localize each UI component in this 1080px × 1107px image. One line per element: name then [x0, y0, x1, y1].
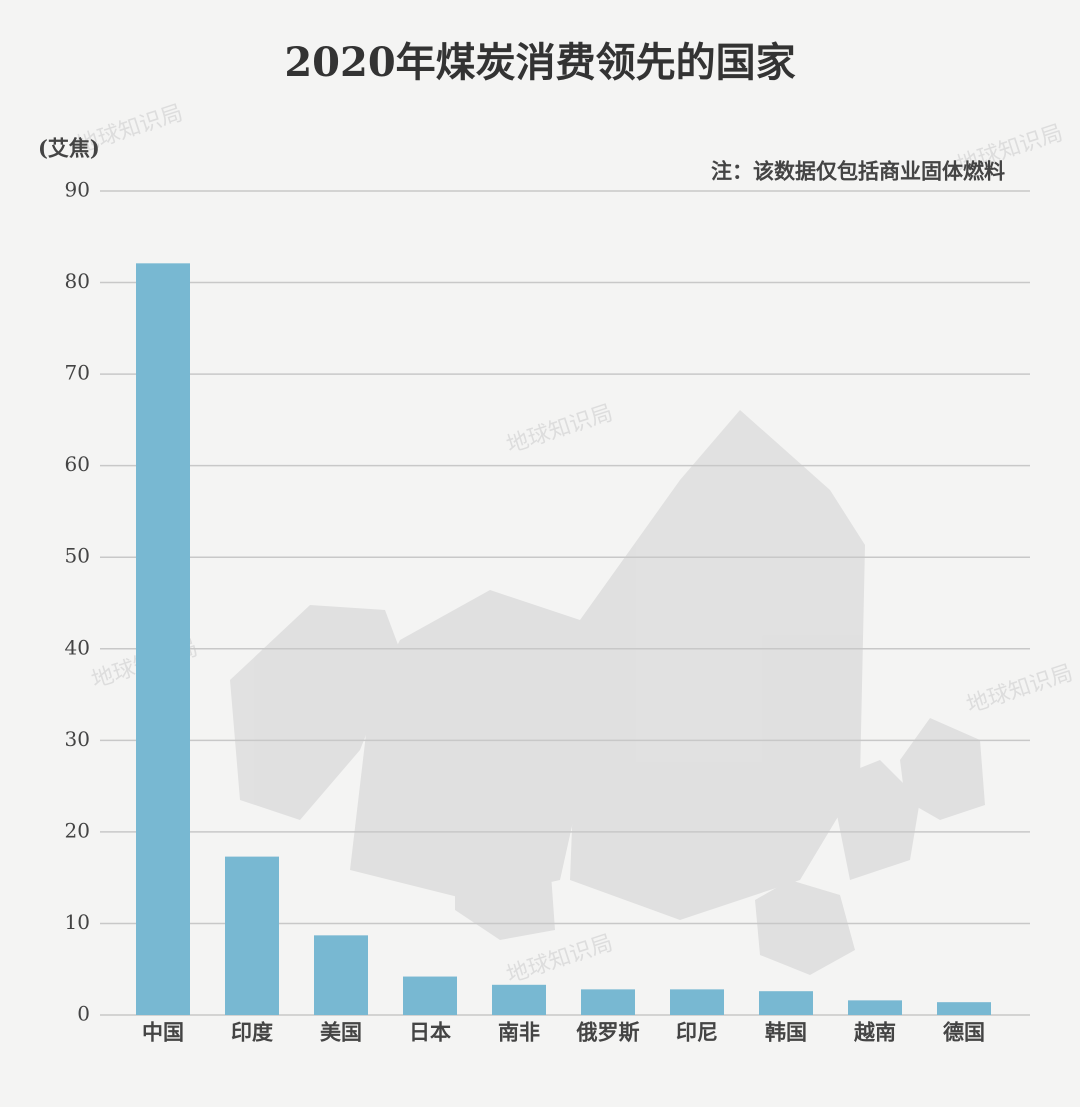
y-tick-label: 50	[65, 544, 90, 568]
bar	[581, 989, 635, 1015]
y-tick-label: 60	[65, 452, 90, 476]
rock	[830, 760, 920, 880]
bar	[670, 989, 724, 1015]
rock-illustration	[230, 410, 985, 975]
x-tick-label: 韩国	[765, 1020, 807, 1045]
bar	[848, 1000, 902, 1015]
y-axis-label: (艾焦)	[38, 136, 100, 161]
y-tick-label: 20	[65, 818, 90, 842]
bar	[492, 984, 546, 1015]
x-tick-label: 印度	[231, 1020, 273, 1045]
y-tick-label: 90	[65, 178, 90, 202]
bar	[759, 991, 813, 1015]
rock	[900, 718, 985, 820]
y-tick-label: 30	[65, 727, 90, 751]
x-tick-label: 越南	[853, 1020, 896, 1045]
x-tick-label: 南非	[498, 1020, 540, 1045]
x-tick-label: 俄罗斯	[576, 1020, 640, 1045]
bar	[225, 856, 279, 1015]
rock	[755, 880, 855, 975]
x-tick-label: 印尼	[676, 1020, 718, 1045]
note: 注：该数据仅包括商业固体燃料	[711, 159, 1005, 184]
y-tick-label: 10	[65, 910, 90, 934]
chart-title: 2020年煤炭消费领先的国家	[284, 39, 795, 86]
bar	[314, 935, 368, 1015]
rock	[230, 605, 400, 820]
y-tick-label: 70	[65, 361, 90, 385]
x-tick-label: 中国	[142, 1020, 184, 1045]
x-tick-label: 日本	[409, 1020, 451, 1045]
y-tick-label: 80	[65, 269, 90, 293]
y-tick-label: 0	[77, 1002, 90, 1026]
x-tick-label: 德国	[943, 1020, 985, 1045]
rock	[455, 830, 555, 940]
rock	[570, 410, 865, 920]
bar	[403, 976, 457, 1015]
bar	[136, 263, 190, 1016]
x-tick-label: 美国	[320, 1020, 362, 1045]
bar	[937, 1002, 991, 1015]
rock	[350, 590, 600, 900]
y-tick-label: 40	[65, 635, 90, 659]
